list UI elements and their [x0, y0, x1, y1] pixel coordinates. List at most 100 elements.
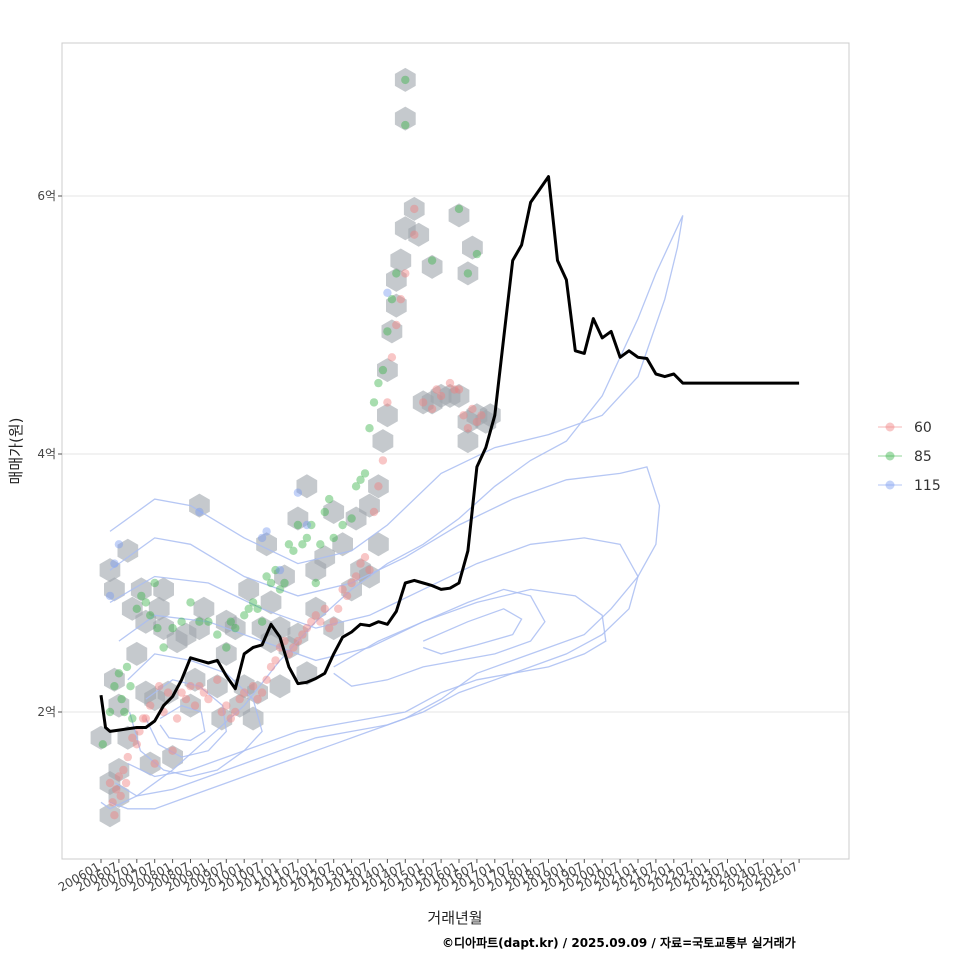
point-85-35 [284, 540, 294, 549]
point-60-70 [410, 230, 419, 239]
point-60-81 [468, 404, 477, 414]
hexbin-67 [377, 358, 398, 383]
legend-swatch-2 [885, 480, 895, 490]
point-85-8 [128, 714, 137, 723]
point-60-18 [163, 688, 173, 697]
point-60-67 [392, 320, 401, 330]
point-85-54 [378, 365, 388, 375]
point-85-47 [347, 514, 356, 523]
hexbin-82 [448, 203, 470, 228]
legend-label-1: 85 [914, 449, 932, 465]
hexbin-1 [99, 558, 121, 583]
point-60-57 [347, 578, 356, 588]
hexbin-30 [207, 674, 228, 699]
point-85-3 [114, 669, 124, 678]
point-85-12 [146, 611, 155, 620]
point-60-62 [369, 507, 379, 517]
point-60-44 [289, 643, 298, 652]
point-85-19 [195, 617, 204, 626]
point-60-24 [190, 701, 200, 710]
hexbin-44 [269, 616, 291, 641]
point-60-32 [231, 707, 240, 717]
point-60-10 [132, 740, 141, 749]
hexbin-57 [332, 532, 353, 557]
point-85-15 [159, 643, 168, 652]
point-60-39 [266, 662, 276, 672]
y-axis-title: 매매가(원) [7, 418, 25, 485]
point-60-54 [334, 604, 343, 613]
hexbin-15 [139, 751, 161, 776]
density-contour-3 [118, 588, 607, 778]
density-contour-2 [109, 537, 639, 797]
point-85-29 [257, 617, 267, 626]
hexbin-63 [368, 532, 389, 557]
point-60-72 [419, 398, 428, 407]
hexbin-10 [117, 538, 139, 563]
hexbin-4 [99, 803, 121, 828]
point-60-63 [374, 482, 383, 491]
hexbin-25 [180, 693, 201, 718]
point-85-32 [271, 565, 280, 575]
point-115-3 [195, 507, 204, 517]
point-60-82 [472, 417, 482, 426]
point-60-52 [325, 623, 334, 633]
point-60-13 [141, 714, 150, 723]
trend-layer [99, 175, 800, 733]
point-85-45 [329, 533, 338, 543]
point-85-42 [316, 540, 325, 549]
point-115-7 [293, 488, 303, 497]
legend-swatch-1 [885, 451, 895, 461]
point-60-2 [110, 811, 119, 820]
point-60-75 [436, 391, 446, 401]
point-60-34 [240, 688, 249, 697]
point-60-37 [257, 688, 267, 697]
point-60-78 [454, 385, 464, 394]
hexbin-12 [126, 641, 148, 666]
point-85-24 [231, 623, 240, 633]
point-60-7 [121, 778, 131, 788]
point-60-58 [351, 572, 361, 581]
hexbin-49 [287, 506, 309, 531]
point-85-13 [150, 578, 159, 588]
point-115-6 [275, 565, 285, 575]
point-115-0 [105, 591, 115, 601]
point-85-48 [351, 482, 361, 491]
point-85-60 [427, 256, 437, 265]
plot-border [61, 42, 850, 860]
point-60-76 [445, 378, 455, 388]
hexbin-70 [386, 267, 407, 292]
point-85-57 [392, 269, 401, 278]
point-60-69 [401, 269, 410, 278]
point-60-14 [146, 701, 155, 710]
hexbin-19 [153, 577, 174, 602]
hexbin-22 [162, 745, 183, 770]
point-85-56 [387, 295, 397, 304]
hexbin-layer [90, 67, 501, 828]
point-60-25 [195, 682, 204, 691]
hexbin-83 [448, 383, 470, 408]
point-60-47 [302, 623, 312, 633]
hexbin-86 [457, 261, 479, 286]
point-85-4 [117, 694, 126, 704]
point-60-26 [199, 688, 209, 697]
point-60-33 [235, 694, 244, 704]
point-115-4 [257, 533, 267, 543]
hexbin-31 [211, 706, 233, 731]
point-85-52 [369, 398, 379, 407]
hexbin-76 [408, 222, 430, 247]
point-60-66 [387, 353, 397, 362]
point-85-1 [105, 707, 115, 717]
point-85-49 [356, 475, 365, 484]
point-85-28 [253, 604, 262, 613]
point-60-55 [338, 585, 347, 594]
point-85-37 [293, 520, 303, 530]
point-115-5 [262, 527, 271, 536]
point-85-5 [120, 707, 129, 717]
y-tick-label-1: 4억 [37, 447, 56, 461]
legend: 60 85 115 [878, 420, 941, 494]
point-60-12 [138, 714, 148, 723]
point-85-6 [122, 662, 132, 672]
point-60-22 [181, 694, 191, 704]
